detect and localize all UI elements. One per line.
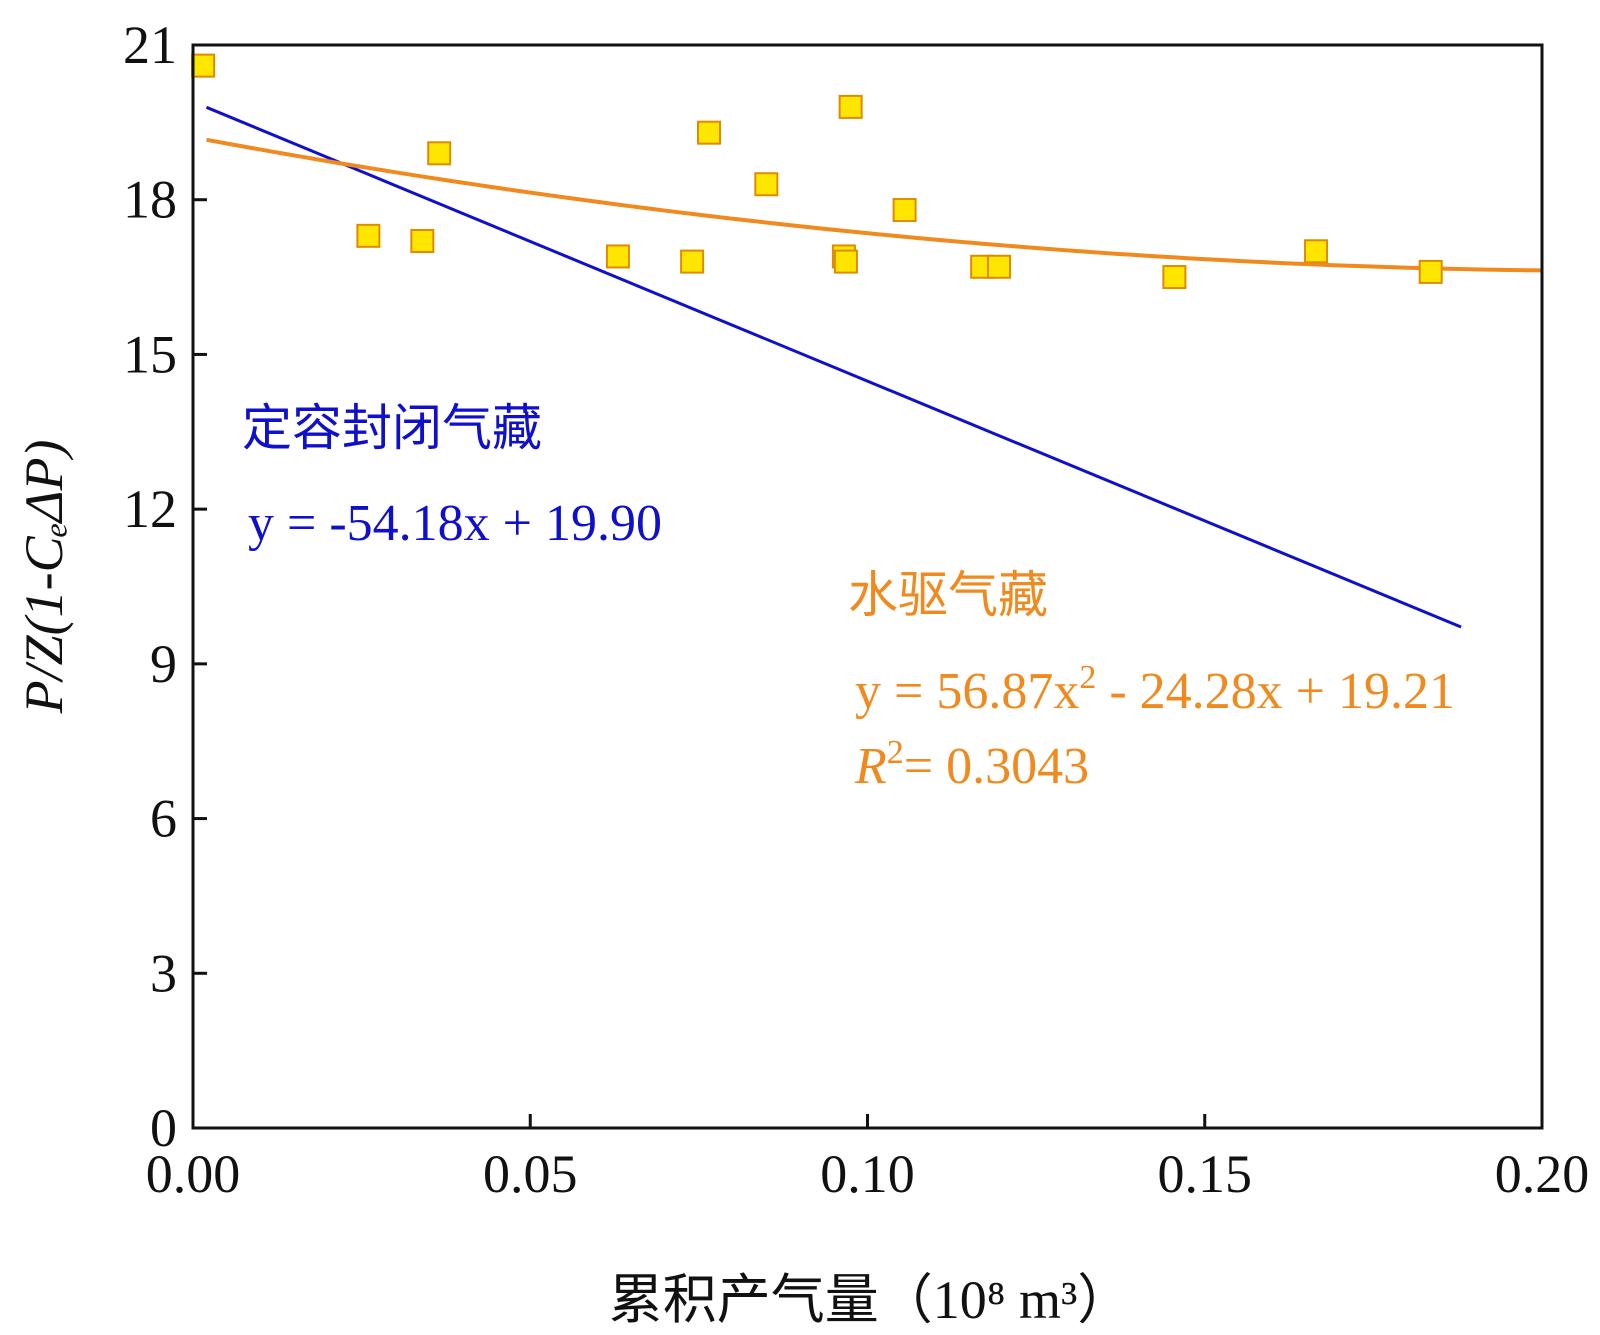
y-tick-label: 21 <box>123 15 177 75</box>
data-point <box>356 223 381 248</box>
y-tick-label: 12 <box>123 479 177 539</box>
water-eq-superscript: 2 <box>1079 659 1096 696</box>
water-eq-part1: y = 56.87x <box>855 663 1079 720</box>
axes: 0.00 0.05 0.10 0.15 0.20 0 3 6 9 12 15 18 21 累积产气量（10… <box>14 15 1589 1330</box>
data-point <box>754 172 779 197</box>
data-point <box>987 254 1012 279</box>
y-tick-label: 9 <box>150 634 177 694</box>
data-point <box>1304 239 1329 264</box>
closed-reservoir-label: 定容封闭气藏 <box>242 399 542 457</box>
y-axis-title: P/Z(1-CₑΔP) <box>14 440 74 715</box>
data-point <box>1418 259 1443 284</box>
x-axis-title: 累积产气量（10⁸ m³） <box>609 1270 1132 1330</box>
y-tick-label: 6 <box>150 789 177 849</box>
data-point <box>191 53 216 78</box>
y-tick-label: 15 <box>123 324 177 384</box>
data-point <box>696 120 721 145</box>
data-point <box>680 249 705 274</box>
y-tick-label: 0 <box>150 1098 177 1158</box>
x-tick-label: 0.15 <box>1158 1144 1253 1204</box>
water-eq-part2: - 24.28x + 19.21 <box>1096 663 1455 720</box>
x-tick-label: 0.10 <box>820 1144 915 1204</box>
data-point <box>838 94 863 119</box>
data-point <box>410 228 435 253</box>
data-point <box>427 141 452 166</box>
r-squared-superscript: 2 <box>887 734 904 771</box>
water-drive-label: 水驱气藏 <box>848 566 1048 624</box>
data-point <box>833 249 858 274</box>
r-squared-symbol: R <box>854 738 887 795</box>
closed-reservoir-equation: y = -54.18x + 19.90 <box>248 495 662 552</box>
r-squared: R2= 0.3043 <box>854 734 1089 795</box>
data-point <box>1162 265 1187 290</box>
y-tick-label: 18 <box>123 170 177 230</box>
x-tick-label: 0.05 <box>483 1144 578 1204</box>
x-tick-label: 0.00 <box>146 1144 241 1204</box>
plot-area <box>191 53 1543 629</box>
data-point <box>605 244 630 269</box>
r-squared-value: = 0.3043 <box>904 738 1089 795</box>
water-drive-equation: y = 56.87x2 - 24.28x + 19.21 <box>855 659 1455 720</box>
data-point <box>892 198 917 223</box>
linear-fit-line <box>205 105 1462 629</box>
y-tick-label: 3 <box>150 943 177 1003</box>
x-tick-label: 0.20 <box>1495 1144 1590 1204</box>
quadratic-fit-curve <box>206 137 1543 273</box>
